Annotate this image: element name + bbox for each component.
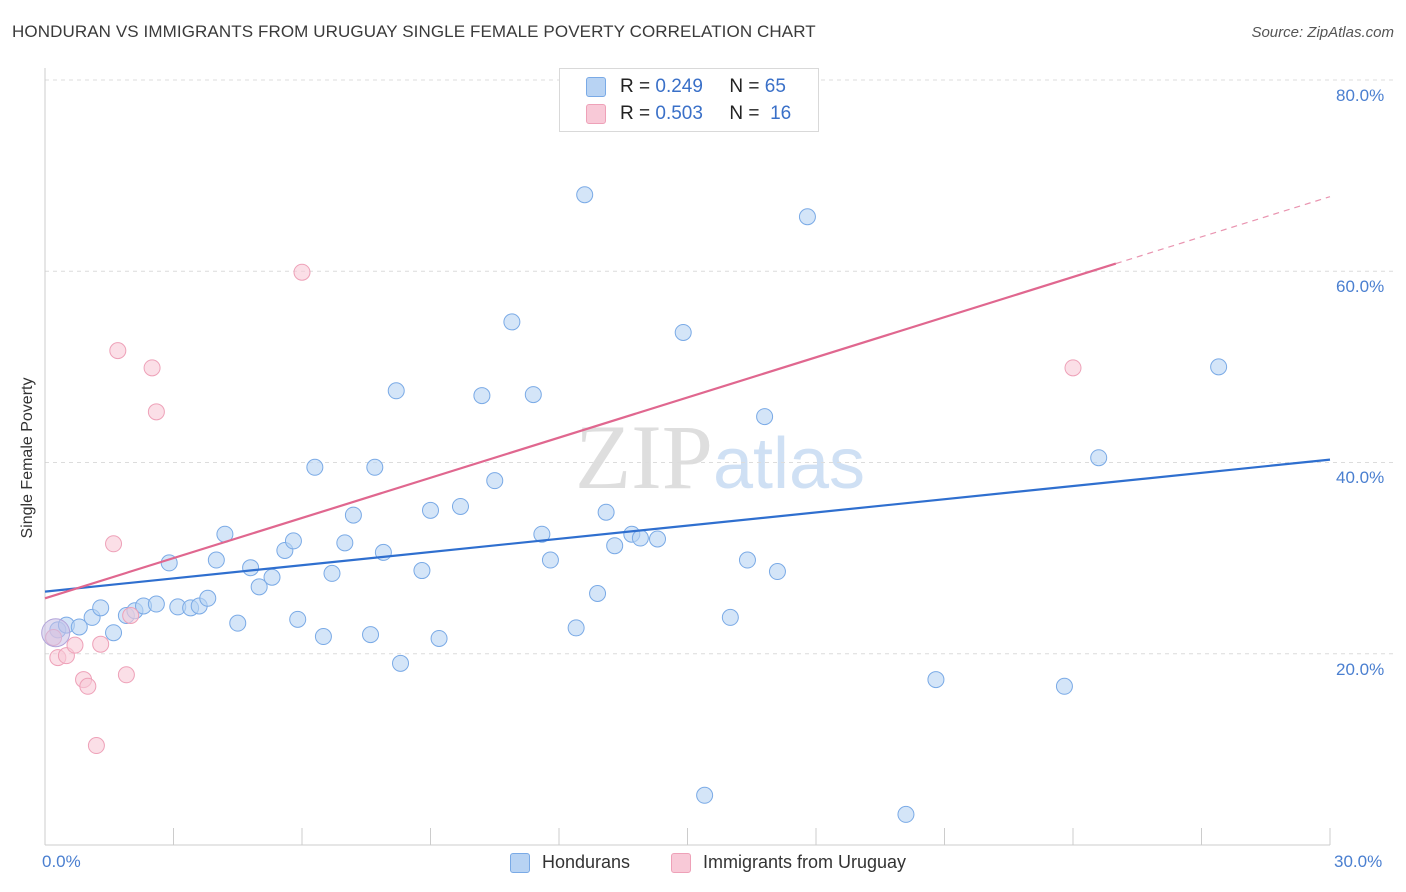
uruguay-swatch <box>586 104 606 124</box>
y-tick-label-40: 40.0% <box>1336 468 1385 487</box>
honduran-point-32 <box>387 382 405 400</box>
honduran-point-41 <box>524 386 542 404</box>
honduran-point-20 <box>263 568 281 586</box>
uruguay-trendline-extension <box>1115 196 1331 265</box>
honduran-point-19 <box>250 578 268 596</box>
honduran-point-53 <box>696 786 714 804</box>
honduran-point-17 <box>229 614 247 632</box>
y-tick-label-20: 20.0% <box>1336 660 1385 679</box>
honduran-point-4 <box>92 599 110 617</box>
correlation-legend: R = 0.249 N = 65 R = 0.503 N = 16 <box>559 68 819 132</box>
honduran-point-2 <box>70 618 88 636</box>
source-label: Source: ZipAtlas.com <box>1251 24 1394 41</box>
hondurans-swatch <box>586 77 606 97</box>
uruguay-point-7 <box>92 635 110 653</box>
r-label: R = <box>620 76 651 97</box>
n-label: N = <box>729 76 760 97</box>
honduran-point-23 <box>289 610 307 628</box>
honduran-point-38 <box>473 387 491 405</box>
honduran-point-56 <box>756 408 774 426</box>
uruguay-point-14 <box>293 263 311 281</box>
uruguay-point-12 <box>143 359 161 377</box>
honduran-point-28 <box>344 506 362 524</box>
honduran-point-42 <box>533 525 551 543</box>
honduran-point-48 <box>606 537 624 555</box>
honduran-point-35 <box>422 501 439 519</box>
honduran-point-25 <box>314 628 332 646</box>
uruguay-point-9 <box>109 342 127 360</box>
legend-row-hondurans: R = 0.249 N = 65 <box>586 75 786 99</box>
honduran-point-22 <box>284 532 302 550</box>
uruguay-point-13 <box>147 403 165 421</box>
n-label: N = <box>729 103 760 124</box>
hondurans-legend-label: Hondurans <box>542 852 631 872</box>
uruguay-point-5 <box>79 677 97 695</box>
honduran-point-39 <box>486 472 504 490</box>
honduran-point-43 <box>541 551 559 569</box>
honduran-point-44 <box>567 619 585 637</box>
hondurans-n-value: 65 <box>764 76 786 97</box>
honduran-point-54 <box>721 608 739 626</box>
x-tick-label-max: 30.0% <box>1334 852 1383 871</box>
honduran-point-24 <box>306 458 324 476</box>
legend-item-hondurans[interactable]: Hondurans <box>510 852 630 873</box>
uruguay-point-15 <box>1064 359 1082 377</box>
honduran-point-33 <box>392 654 410 672</box>
uruguay-point-8 <box>105 535 123 553</box>
honduran-point-63 <box>1210 358 1228 376</box>
honduran-point-30 <box>366 458 384 476</box>
honduran-point-18 <box>242 559 260 577</box>
honduran-point-5 <box>105 624 123 642</box>
honduran-point-34 <box>413 562 431 580</box>
honduran-point-55 <box>738 551 756 569</box>
honduran-point-40 <box>503 313 521 331</box>
uruguay-point-6 <box>87 737 105 755</box>
uruguay-n-value: 16 <box>770 103 792 124</box>
overlap-cluster-point <box>41 618 71 648</box>
hondurans-r-value: 0.249 <box>655 76 703 97</box>
honduran-point-29 <box>362 626 380 644</box>
honduran-point-59 <box>897 805 915 823</box>
honduran-point-14 <box>199 589 217 607</box>
honduran-point-45 <box>576 186 594 204</box>
chart-title: HONDURAN VS IMMIGRANTS FROM URUGUAY SING… <box>12 22 816 41</box>
series-legend: Hondurans Immigrants from Uruguay <box>0 852 1406 876</box>
y-tick-label-80: 80.0% <box>1336 86 1385 105</box>
legend-item-uruguay[interactable]: Immigrants from Uruguay <box>671 852 906 873</box>
uruguay-legend-label: Immigrants from Uruguay <box>703 852 907 872</box>
honduran-point-46 <box>589 585 607 603</box>
honduran-point-9 <box>147 595 165 613</box>
x-tick-label-min: 0.0% <box>42 852 81 871</box>
honduran-point-27 <box>336 534 354 552</box>
honduran-point-62 <box>1090 449 1108 467</box>
uruguay-point-11 <box>122 607 140 624</box>
honduran-point-60 <box>927 671 945 689</box>
uruguay-legend-swatch <box>671 852 691 873</box>
uruguay-r-value: 0.503 <box>655 103 703 124</box>
legend-row-uruguay: R = 0.503 N = 16 <box>586 102 791 126</box>
honduran-point-58 <box>798 208 816 226</box>
honduran-point-15 <box>207 551 225 569</box>
uruguay-point-10 <box>117 666 135 684</box>
honduran-point-52 <box>674 323 692 341</box>
hondurans-legend-swatch <box>510 852 530 873</box>
r-label: R = <box>620 103 651 124</box>
honduran-point-36 <box>430 629 448 647</box>
uruguay-point-3 <box>66 636 84 654</box>
honduran-point-37 <box>451 497 469 515</box>
honduran-point-26 <box>323 564 341 582</box>
uruguay-trendline <box>44 262 1117 600</box>
hondurans-trendline <box>44 458 1331 593</box>
y-tick-label-60: 60.0% <box>1336 277 1385 296</box>
honduran-point-47 <box>597 503 615 521</box>
honduran-point-51 <box>649 530 667 548</box>
honduran-point-61 <box>1055 677 1073 695</box>
honduran-point-57 <box>768 563 786 581</box>
watermark: ZIPatlas <box>575 406 865 508</box>
honduran-point-50 <box>631 529 649 547</box>
